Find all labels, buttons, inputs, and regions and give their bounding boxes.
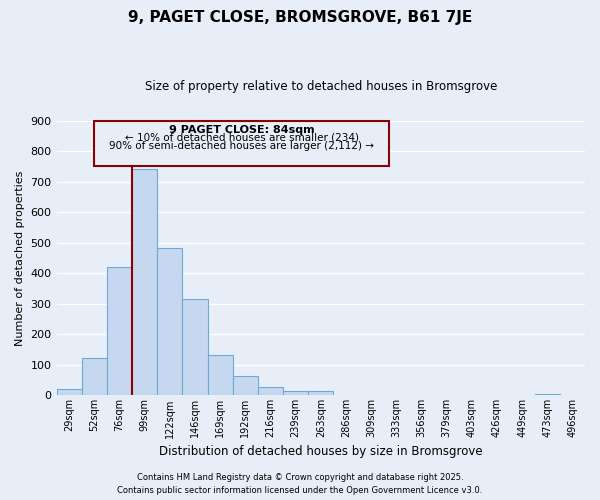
Bar <box>535 394 560 396</box>
Bar <box>132 170 157 396</box>
Bar <box>182 299 208 396</box>
Bar <box>157 248 182 396</box>
Text: ← 10% of detached houses are smaller (234): ← 10% of detached houses are smaller (23… <box>125 133 359 143</box>
Text: 9 PAGET CLOSE: 84sqm: 9 PAGET CLOSE: 84sqm <box>169 124 314 134</box>
X-axis label: Distribution of detached houses by size in Bromsgrove: Distribution of detached houses by size … <box>159 444 482 458</box>
Bar <box>258 387 283 396</box>
Text: 90% of semi-detached houses are larger (2,112) →: 90% of semi-detached houses are larger (… <box>109 141 374 151</box>
Bar <box>233 376 258 396</box>
Text: 9, PAGET CLOSE, BROMSGROVE, B61 7JE: 9, PAGET CLOSE, BROMSGROVE, B61 7JE <box>128 10 472 25</box>
Y-axis label: Number of detached properties: Number of detached properties <box>15 170 25 346</box>
FancyBboxPatch shape <box>94 120 389 166</box>
Title: Size of property relative to detached houses in Bromsgrove: Size of property relative to detached ho… <box>145 80 497 93</box>
Text: Contains HM Land Registry data © Crown copyright and database right 2025.
Contai: Contains HM Land Registry data © Crown c… <box>118 474 482 495</box>
Bar <box>283 391 308 396</box>
Bar <box>308 391 334 396</box>
Bar <box>82 358 107 396</box>
Bar <box>56 390 82 396</box>
Bar <box>107 266 132 396</box>
Bar <box>208 355 233 396</box>
